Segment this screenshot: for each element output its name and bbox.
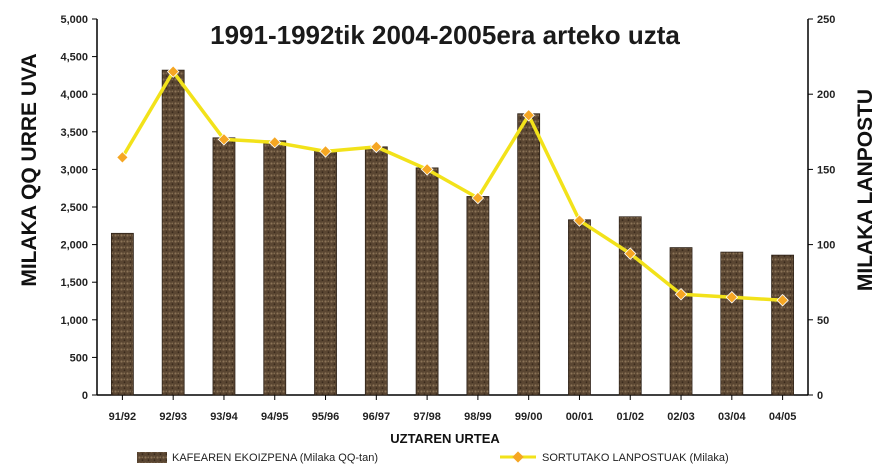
bar-series bbox=[110, 69, 795, 396]
bar bbox=[110, 232, 134, 396]
line-series bbox=[116, 65, 789, 307]
bar bbox=[568, 219, 591, 396]
x-tick-label: 91/92 bbox=[109, 411, 137, 423]
y-axis-right-label: MILAKA LANPOSTU bbox=[854, 89, 877, 291]
line-point bbox=[420, 163, 434, 176]
y-tick-label: 4,500 bbox=[60, 52, 88, 64]
chart-title: 1991-1992tik 2004-2005era arteko uzta bbox=[210, 20, 680, 50]
y2-tick-label: 0 bbox=[817, 390, 823, 402]
x-tick-label: 00/01 bbox=[566, 411, 594, 423]
line-point bbox=[268, 136, 281, 149]
bar bbox=[161, 69, 185, 396]
x-tick-labels: 91/92 92/93 93/94 94/95 95/96 96/97 97/98 98/99… bbox=[109, 395, 797, 423]
line-point bbox=[471, 191, 485, 205]
y-tick-label: 1,500 bbox=[60, 277, 88, 289]
y-tick-label: 500 bbox=[70, 352, 88, 364]
x-tick-label: 94/95 bbox=[261, 411, 289, 423]
bar bbox=[415, 167, 439, 396]
x-tick-label: 01/02 bbox=[616, 411, 644, 423]
y2-tick-label: 250 bbox=[817, 14, 835, 26]
y-tick-labels-left: 0 500 1,000 1,500 2,000 2,500 3,000 3,500 4,000 4… bbox=[60, 14, 97, 402]
line-point bbox=[217, 133, 231, 146]
x-tick-label: 98/99 bbox=[464, 411, 492, 423]
line-point bbox=[522, 109, 535, 122]
line-point bbox=[573, 214, 586, 227]
y-tick-label: 3,000 bbox=[60, 164, 88, 176]
x-tick-label: 97/98 bbox=[413, 411, 441, 423]
x-tick-label: 02/03 bbox=[667, 411, 695, 423]
y-axis-left-label: MILAKA QQ URRE UVA bbox=[18, 53, 41, 286]
y2-tick-label: 50 bbox=[817, 315, 829, 327]
legend-line-label: SORTUTAKO LANPOSTUAK (Milaka) bbox=[542, 452, 729, 464]
bar bbox=[771, 254, 795, 396]
line-point bbox=[776, 294, 789, 307]
x-tick-label: 95/96 bbox=[312, 411, 340, 423]
bar bbox=[364, 146, 388, 396]
y-tick-labels-right: 0 50 100 150 200 250 bbox=[808, 14, 835, 402]
x-tick-label: 99/00 bbox=[515, 411, 543, 423]
y-tick-label: 2,000 bbox=[60, 240, 88, 252]
y2-tick-label: 150 bbox=[817, 164, 835, 176]
bar bbox=[669, 247, 693, 396]
line-point bbox=[624, 247, 637, 260]
bar bbox=[212, 137, 236, 396]
y-tick-label: 0 bbox=[82, 390, 88, 402]
x-tick-label: 03/04 bbox=[718, 411, 746, 423]
y2-tick-label: 200 bbox=[817, 89, 835, 101]
line-point bbox=[725, 291, 739, 304]
y-tick-label: 5,000 bbox=[60, 14, 88, 26]
x-tick-label: 93/94 bbox=[210, 411, 238, 423]
bar bbox=[517, 113, 541, 396]
legend-bar-label: KAFEAREN EKOIZPENA (Milaka QQ-tan) bbox=[172, 452, 378, 464]
line-point bbox=[674, 288, 688, 301]
y-tick-label: 4,000 bbox=[60, 89, 88, 101]
y-tick-label: 1,000 bbox=[60, 315, 88, 327]
bar bbox=[466, 196, 490, 396]
y2-tick-label: 100 bbox=[817, 240, 835, 252]
line-point bbox=[370, 140, 383, 154]
y-tick-label: 2,500 bbox=[60, 202, 88, 214]
line-point bbox=[319, 145, 332, 158]
series-line bbox=[120, 69, 783, 302]
bar bbox=[720, 251, 744, 396]
x-tick-label: 04/05 bbox=[769, 411, 797, 423]
bar bbox=[618, 216, 642, 396]
legend: KAFEAREN EKOIZPENA (Milaka QQ-tan) SORTU… bbox=[137, 451, 729, 464]
line-point bbox=[166, 65, 180, 78]
axes bbox=[96, 19, 809, 396]
bar bbox=[263, 140, 287, 396]
x-tick-label: 92/93 bbox=[159, 411, 187, 423]
y-tick-label: 3,500 bbox=[60, 127, 88, 139]
x-axis-label: UZTAREN URTEA bbox=[390, 431, 500, 446]
bar bbox=[314, 149, 337, 396]
line-point bbox=[116, 151, 129, 164]
legend-bar-swatch bbox=[137, 452, 167, 463]
legend-line-marker bbox=[512, 451, 524, 463]
x-tick-label: 96/97 bbox=[363, 411, 391, 423]
